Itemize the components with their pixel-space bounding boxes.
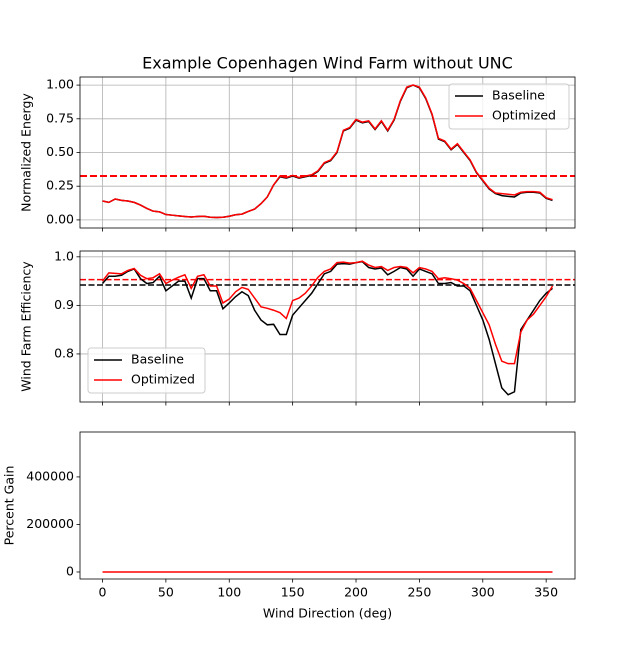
line [101, 260, 553, 396]
legend-label: Optimized [131, 372, 195, 387]
legend: Baseline Optimized [448, 83, 570, 130]
y-tick-label: 1.00 [46, 77, 74, 92]
subplot: Example Copenhagen Wind Farm without UNC… [19, 54, 576, 232]
subplot: 0.8 0.9 1.0 Wind Farm Efficiency Baseline Opt… [19, 248, 576, 406]
y-tick-label: 0.00 [46, 211, 74, 226]
y-axis-label: Normalized Energy [19, 93, 34, 212]
chart-title: Example Copenhagen Wind Farm without UNC [142, 54, 513, 73]
y-tick-label: 0.25 [46, 178, 74, 193]
line [102, 84, 553, 219]
y-tick-label: 400000 [26, 468, 74, 483]
x-axis-label: Wind Direction (deg) [263, 606, 392, 621]
x-tick-label: 300 [471, 585, 495, 600]
x-tick-label: 100 [217, 585, 241, 600]
y-tick-label: 200000 [26, 516, 74, 531]
y-tick-label: 1.0 [54, 248, 74, 263]
subplot: 0 50 100 150 200 250 300 350 0 200000 400000 Percen… [2, 431, 576, 621]
x-tick-label: 0 [99, 585, 107, 600]
legend-label: Optimized [492, 108, 556, 123]
legend-label: Baseline [492, 88, 545, 103]
legend: Baseline Optimized [87, 347, 206, 394]
x-tick-label: 50 [158, 585, 174, 600]
y-axis-label: Wind Farm Efficiency [19, 261, 34, 392]
y-axis-label: Percent Gain [2, 466, 17, 546]
y-tick-label: 0.8 [54, 345, 74, 360]
y-tick-label: 0.50 [46, 144, 74, 159]
plot-frame [79, 76, 576, 229]
y-tick-label: 0.9 [54, 297, 74, 312]
line [101, 260, 554, 365]
y-tick-label: 0 [66, 563, 74, 578]
x-tick-label: 250 [407, 585, 431, 600]
plot-frame [79, 250, 576, 403]
x-tick-label: 150 [281, 585, 305, 600]
y-tick-label: 0.75 [46, 110, 74, 125]
x-tick-label: 350 [534, 585, 558, 600]
legend-label: Baseline [131, 352, 184, 367]
plot-frame [79, 431, 576, 580]
x-tick-label: 200 [344, 585, 368, 600]
